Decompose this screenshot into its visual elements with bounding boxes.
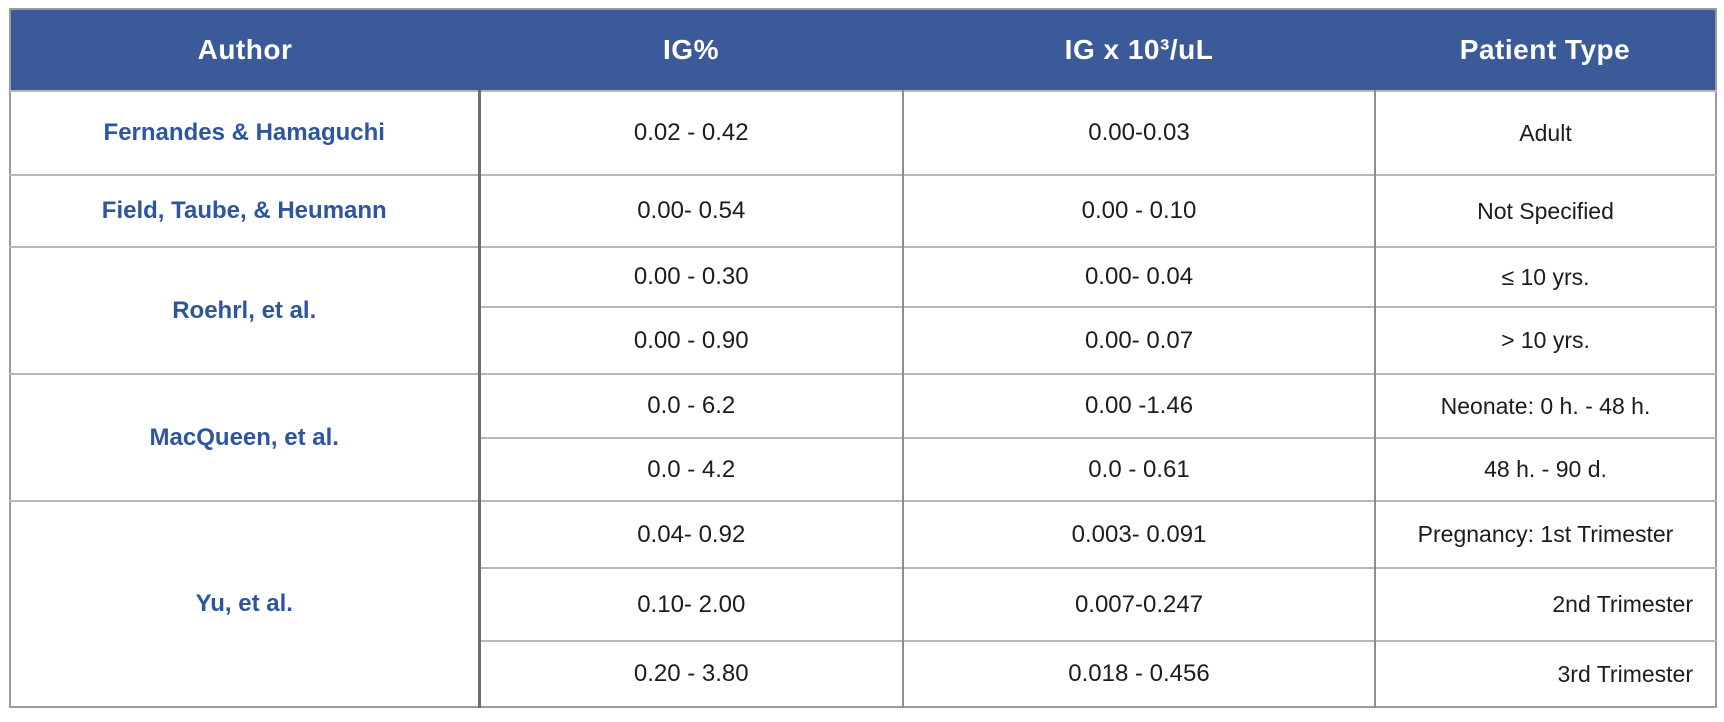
ig-reference-range-table: Author IG% IG x 10³/uL Patient Type Fern… — [9, 8, 1717, 708]
patient-type-cell: ≤ 10 yrs. — [1375, 246, 1716, 307]
table-row: 0.00 - 0.90 0.00- 0.07 > 10 yrs. — [10, 306, 1716, 374]
patient-type-cell: Neonate: 0 h. - 48 h. — [1375, 373, 1716, 438]
patient-type-cell: Pregnancy: 1st Trimester — [1375, 500, 1716, 568]
author-cell: MacQueen, et al. — [10, 373, 481, 501]
ig-absolute-cell: 0.00 - 0.10 — [903, 174, 1376, 247]
ig-percent-cell: 0.0 - 6.2 — [479, 373, 904, 438]
patient-type-cell: > 10 yrs. — [1375, 306, 1716, 374]
header-row: Author IG% IG x 10³/uL Patient Type — [10, 9, 1716, 91]
ig-percent-cell: 0.0 - 4.2 — [479, 437, 904, 501]
table-row: 0.20 - 3.80 0.018 - 0.456 3rd Trimester — [10, 640, 1716, 707]
patient-type-cell: 3rd Trimester — [1375, 640, 1716, 707]
table-row: Field, Taube, & Heumann 0.00- 0.54 0.00 - … — [10, 174, 1716, 247]
ig-percent-cell: 0.00- 0.54 — [479, 174, 904, 247]
author-cell: Fernandes & Hamaguchi — [10, 90, 481, 175]
column-header-ig-absolute: IG x 10³/uL — [903, 9, 1375, 91]
author-cell: Field, Taube, & Heumann — [10, 174, 481, 247]
patient-type-cell: 48 h. - 90 d. — [1375, 437, 1716, 501]
table-row: Yu, et al. 0.04- 0.92 0.003- 0.091 Pregnanc… — [10, 500, 1716, 707]
ig-percent-cell: 0.00 - 0.90 — [479, 306, 904, 374]
ig-absolute-cell: 0.018 - 0.456 — [903, 640, 1376, 707]
ig-percent-cell: 0.00 - 0.30 — [479, 246, 904, 307]
ig-percent-cell: 0.10- 2.00 — [479, 567, 904, 641]
ig-absolute-cell: 0.00-0.03 — [903, 90, 1376, 175]
table-body: Fernandes & Hamaguchi 0.02 - 0.42 0.00-0.0… — [10, 90, 1716, 707]
ig-absolute-cell: 0.003- 0.091 — [903, 500, 1376, 568]
ig-percent-cell: 0.20 - 3.80 — [479, 640, 904, 707]
patient-type-cell: 2nd Trimester — [1375, 567, 1716, 641]
ig-absolute-cell: 0.00- 0.04 — [903, 246, 1376, 307]
column-header-ig-percent: IG% — [479, 9, 903, 91]
column-header-patient-type: Patient Type — [1375, 9, 1716, 91]
ig-percent-cell: 0.02 - 0.42 — [479, 90, 904, 175]
author-cell: Roehrl, et al. — [10, 246, 481, 374]
table-row: 0.0 - 4.2 0.0 - 0.61 48 h. - 90 d. — [10, 437, 1716, 501]
table-row: Roehrl, et al. 0.00 - 0.30 0.00- 0.04 ≤ 10 … — [10, 246, 1716, 374]
table-header: Author IG% IG x 10³/uL Patient Type — [10, 9, 1716, 91]
ig-absolute-cell: 0.0 - 0.61 — [903, 437, 1376, 501]
column-header-author: Author — [10, 9, 479, 91]
ig-percent-cell: 0.04- 0.92 — [479, 500, 904, 568]
author-cell: Yu, et al. — [10, 500, 481, 707]
ig-absolute-cell: 0.007-0.247 — [903, 567, 1376, 641]
ig-absolute-cell: 0.00 -1.46 — [903, 373, 1376, 438]
patient-type-cell: Not Specified — [1375, 174, 1716, 247]
table-row: 0.10- 2.00 0.007-0.247 2nd Trimester — [10, 567, 1716, 641]
patient-type-cell: Adult — [1375, 90, 1716, 175]
table-row: MacQueen, et al. 0.0 - 6.2 0.00 -1.46 Neona… — [10, 373, 1716, 501]
table-row: Fernandes & Hamaguchi 0.02 - 0.42 0.00-0.0… — [10, 90, 1716, 175]
ig-absolute-cell: 0.00- 0.07 — [903, 306, 1376, 374]
